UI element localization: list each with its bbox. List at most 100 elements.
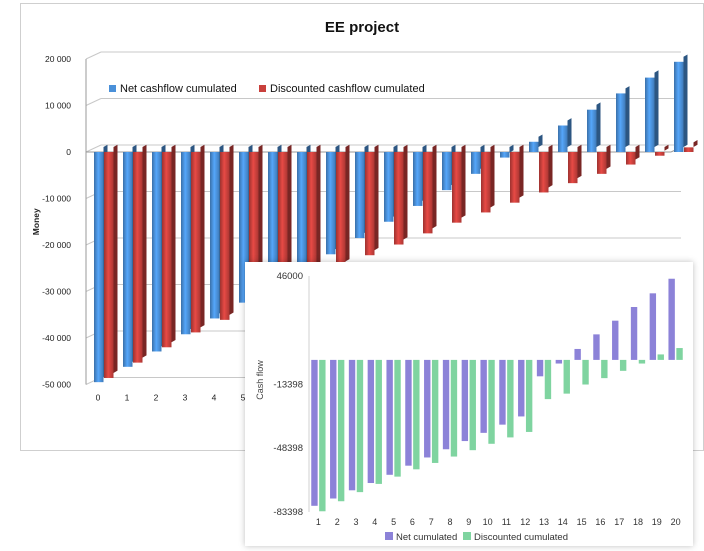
bar-net-cashflow-10: [384, 152, 394, 222]
bar-side: [171, 144, 176, 343]
bar-net-cumulated-9: [461, 359, 469, 442]
gridline-depth: [85, 98, 102, 106]
x-tick-label: 8: [447, 517, 452, 527]
legend-swatch: [109, 85, 116, 92]
x-tick-label: 16: [595, 517, 605, 527]
x-tick-label: 1: [316, 517, 321, 527]
bar-side: [664, 144, 669, 151]
x-tick-label: 10: [483, 517, 493, 527]
bar-side: [200, 144, 205, 328]
bar-side: [567, 118, 572, 147]
bar-discounted-cashflow-4: [220, 152, 230, 320]
x-tick-label: 19: [652, 517, 662, 527]
bar-discounted-cashflow-9: [365, 152, 375, 256]
x-tick-label: 11: [502, 517, 511, 527]
x-tick-label: 12: [520, 517, 530, 527]
bar-side: [432, 144, 437, 229]
bar-discounted-cashflow-18: [626, 152, 636, 165]
bar-net-cashflow-14: [500, 152, 510, 158]
bar-side: [606, 144, 611, 169]
legend-label: Discounted cashflow cumulated: [270, 83, 425, 95]
y-tick-label: -30 000: [42, 286, 71, 296]
bar-net-cashflow-5: [239, 152, 249, 303]
y-axis-label: Money: [31, 208, 41, 235]
bar-discounted-cumulated-15: [582, 359, 589, 385]
legend: Net cumulated Discounted cumulated: [385, 532, 568, 543]
bar-side: [113, 144, 118, 373]
y-tick-label: -50 000: [42, 379, 71, 389]
bar-side: [635, 144, 640, 160]
bar-discounted-cashflow-10: [394, 152, 404, 245]
bar-discounted-cumulated-2: [337, 359, 345, 502]
chart-title: EE project: [325, 19, 399, 36]
y-tick-label: 0: [66, 147, 71, 157]
bar-net-cashflow-0: [94, 152, 104, 383]
bar-net-cashflow-9: [355, 152, 365, 239]
x-tick-label: 2: [154, 392, 159, 402]
bar-discounted-cashflow-8: [336, 152, 346, 267]
bar-side: [461, 144, 466, 218]
bar-side: [625, 86, 630, 147]
bar-side: [142, 144, 147, 358]
bar-discounted-cashflow-20: [684, 147, 694, 152]
bar-side: [509, 144, 514, 153]
x-tick-label: 0: [96, 392, 101, 402]
bar-discounted-cashflow-1: [133, 152, 143, 363]
bar-discounted-cashflow-3: [191, 152, 201, 333]
x-tick-label: 7: [429, 517, 434, 527]
bar-net-cashflow-6: [268, 152, 278, 287]
x-tick-label: 2: [335, 517, 340, 527]
x-tick-label: 3: [353, 517, 358, 527]
bar-net-cashflow-1: [123, 152, 133, 367]
bar-net-cumulated-7: [424, 359, 431, 458]
bar-discounted-cumulated-18: [638, 359, 646, 364]
bar-net-cumulated-3: [348, 359, 356, 491]
y-tick-label: 46000: [277, 271, 303, 282]
bar-net-cashflow-2: [152, 152, 162, 352]
legend: Net cashflow cumulated Discounted cashflo…: [109, 83, 425, 95]
bar-discounted-cashflow-0: [104, 152, 114, 378]
bar-net-cumulated-6: [405, 359, 412, 466]
bar-discounted-cumulated-6: [413, 359, 420, 470]
bar-net-cashflow-12: [442, 152, 452, 191]
bar-side: [596, 102, 601, 147]
bar-net-cashflow-4: [210, 152, 220, 319]
y-tick-label: -13398: [273, 379, 303, 390]
bar-net-cashflow-19: [645, 77, 655, 152]
bar-net-cashflow-17: [587, 109, 597, 152]
bar-side: [548, 144, 553, 188]
y-tick-label: 10 000: [45, 101, 71, 111]
bar-discounted-cashflow-7: [307, 152, 317, 280]
bar-net-cumulated-8: [442, 359, 450, 450]
bar-side: [538, 134, 543, 147]
bar-discounted-cumulated-3: [356, 359, 364, 493]
bar-discounted-cashflow-5: [249, 152, 259, 308]
bar-net-cumulated-10: [480, 359, 487, 433]
bar-discounted-cashflow-13: [481, 152, 491, 213]
bar-net-cumulated-5: [386, 359, 393, 475]
ee-project-chart-svg: EE project 20 000 10 000 0 -10 000 -20 000 -30…: [31, 19, 698, 402]
bars: [311, 278, 683, 512]
bar-net-cashflow-3: [181, 152, 191, 335]
x-tick-label: 6: [410, 517, 415, 527]
bar-net-cashflow-11: [413, 152, 423, 206]
x-tick-label: 15: [577, 517, 587, 527]
bar-side: [345, 144, 350, 262]
bar-discounted-cashflow-17: [597, 152, 607, 174]
bar-side: [287, 144, 292, 289]
y-tick-label: 20 000: [45, 54, 71, 64]
x-tick-label: 5: [391, 517, 396, 527]
bars: [94, 54, 698, 383]
bar-net-cumulated-11: [499, 359, 506, 425]
bar-discounted-cashflow-2: [162, 152, 172, 348]
bar-net-cumulated-18: [630, 307, 638, 360]
bar-net-cumulated-2: [330, 359, 337, 499]
bar-net-cumulated-12: [518, 359, 525, 417]
x-tick-label: 4: [212, 392, 217, 402]
bar-discounted-cumulated-8: [450, 359, 458, 457]
bar-discounted-cashflow-6: [278, 152, 288, 294]
bar-discounted-cumulated-1: [319, 359, 326, 512]
bar-discounted-cumulated-20: [676, 348, 683, 360]
bar-side: [403, 144, 408, 240]
y-axis-label: Cash flow: [255, 360, 265, 400]
